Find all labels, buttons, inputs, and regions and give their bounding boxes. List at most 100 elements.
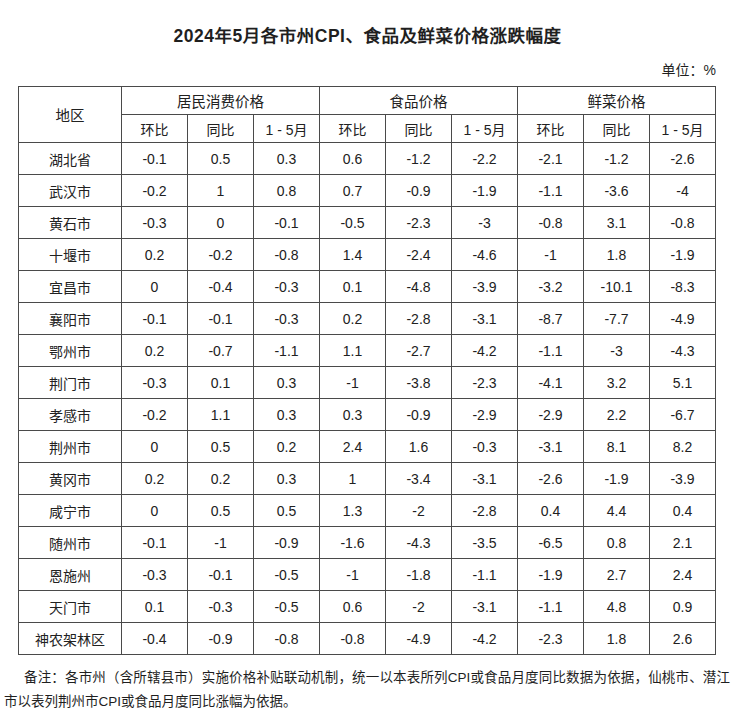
value-cell: -0.9 — [188, 623, 254, 655]
value-cell: 1.4 — [320, 239, 386, 271]
value-cell: 8.1 — [584, 431, 650, 463]
value-cell: -0.8 — [320, 623, 386, 655]
value-cell: 1.8 — [584, 623, 650, 655]
region-cell: 恩施州 — [19, 559, 122, 591]
value-cell: -3.8 — [386, 367, 452, 399]
region-cell: 随州市 — [19, 527, 122, 559]
value-cell: -0.8 — [254, 239, 320, 271]
value-cell: -0.5 — [254, 559, 320, 591]
region-cell: 天门市 — [19, 591, 122, 623]
value-cell: 0 — [122, 271, 188, 303]
value-cell: -4.2 — [452, 335, 518, 367]
value-cell: -1.6 — [320, 527, 386, 559]
value-cell: -1.2 — [584, 143, 650, 175]
value-cell: -3.6 — [584, 175, 650, 207]
region-cell: 咸宁市 — [19, 495, 122, 527]
value-cell: -0.8 — [650, 207, 716, 239]
value-cell: -0.4 — [188, 271, 254, 303]
value-cell: 2.4 — [320, 431, 386, 463]
value-cell: 1.1 — [320, 335, 386, 367]
value-cell: -1.1 — [452, 559, 518, 591]
value-cell: -0.3 — [254, 271, 320, 303]
group-header-cpi: 居民消费价格 — [122, 87, 320, 115]
value-cell: -0.7 — [188, 335, 254, 367]
value-cell: -2.1 — [518, 143, 584, 175]
subheader-food-2: 1 - 5月 — [452, 115, 518, 143]
value-cell: 1.1 — [188, 399, 254, 431]
value-cell: -4.9 — [650, 303, 716, 335]
value-cell: -4 — [650, 175, 716, 207]
value-cell: 3.2 — [584, 367, 650, 399]
value-cell: -8.3 — [650, 271, 716, 303]
value-cell: -1.1 — [518, 591, 584, 623]
value-cell: -0.3 — [188, 591, 254, 623]
value-cell: 0.6 — [320, 143, 386, 175]
value-cell: -4.8 — [386, 271, 452, 303]
value-cell: -0.3 — [452, 431, 518, 463]
value-cell: -4.6 — [452, 239, 518, 271]
page-title: 2024年5月各市州CPI、食品及鲜菜价格涨跌幅度 — [0, 24, 735, 48]
value-cell: -1 — [320, 367, 386, 399]
value-cell: 0.2 — [122, 239, 188, 271]
value-cell: -4.3 — [650, 335, 716, 367]
value-cell: -0.9 — [254, 527, 320, 559]
value-cell: 0.4 — [518, 495, 584, 527]
value-cell: 0.3 — [254, 463, 320, 495]
value-cell: -0.9 — [386, 399, 452, 431]
value-cell: -0.1 — [122, 143, 188, 175]
table-row: 荆门市-0.30.10.3-1-3.8-2.3-4.13.25.1 — [19, 367, 716, 399]
value-cell: 0.2 — [320, 303, 386, 335]
group-header-vegetable: 鲜菜价格 — [518, 87, 716, 115]
value-cell: 0.5 — [188, 143, 254, 175]
table-row: 荆州市00.50.22.41.6-0.3-3.18.18.2 — [19, 431, 716, 463]
table-body: 湖北省-0.10.50.30.6-1.2-2.2-2.1-1.2-2.6武汉市-… — [19, 143, 716, 655]
value-cell: 2.6 — [650, 623, 716, 655]
value-cell: -0.5 — [320, 207, 386, 239]
region-cell: 鄂州市 — [19, 335, 122, 367]
value-cell: 0.2 — [122, 335, 188, 367]
value-cell: -0.9 — [386, 175, 452, 207]
value-cell: -3.1 — [452, 303, 518, 335]
subheader-cpi-2: 1 - 5月 — [254, 115, 320, 143]
value-cell: 0.4 — [650, 495, 716, 527]
group-header-row: 地区 居民消费价格 食品价格 鲜菜价格 — [19, 87, 716, 115]
value-cell: -10.1 — [584, 271, 650, 303]
value-cell: -1.1 — [254, 335, 320, 367]
value-cell: -0.8 — [518, 207, 584, 239]
value-cell: -0.1 — [122, 527, 188, 559]
table-row: 神农架林区-0.4-0.9-0.8-0.8-4.9-4.2-2.31.82.6 — [19, 623, 716, 655]
value-cell: 5.1 — [650, 367, 716, 399]
value-cell: -3.5 — [452, 527, 518, 559]
subheader-food-1: 同比 — [386, 115, 452, 143]
value-cell: -4.2 — [452, 623, 518, 655]
value-cell: -2.6 — [650, 143, 716, 175]
value-cell: -2 — [386, 591, 452, 623]
value-cell: -0.4 — [122, 623, 188, 655]
value-cell: 0.8 — [584, 527, 650, 559]
value-cell: -0.2 — [188, 239, 254, 271]
value-cell: -4.3 — [386, 527, 452, 559]
value-cell: -0.1 — [188, 559, 254, 591]
region-cell: 神农架林区 — [19, 623, 122, 655]
value-cell: -4.9 — [386, 623, 452, 655]
value-cell: -3 — [452, 207, 518, 239]
value-cell: 0.3 — [254, 143, 320, 175]
value-cell: 4.4 — [584, 495, 650, 527]
value-cell: -0.2 — [122, 399, 188, 431]
table-row: 天门市0.1-0.3-0.50.6-2-3.1-1.14.80.9 — [19, 591, 716, 623]
value-cell: -0.8 — [254, 623, 320, 655]
table-row: 宜昌市0-0.4-0.30.1-4.8-3.9-3.2-10.1-8.3 — [19, 271, 716, 303]
subheader-food-0: 环比 — [320, 115, 386, 143]
value-cell: -6.7 — [650, 399, 716, 431]
cpi-table: 地区 居民消费价格 食品价格 鲜菜价格 环比同比1 - 5月环比同比1 - 5月… — [18, 86, 716, 655]
group-header-food: 食品价格 — [320, 87, 518, 115]
value-cell: -1.9 — [452, 175, 518, 207]
value-cell: -8.7 — [518, 303, 584, 335]
table-row: 咸宁市00.50.51.3-2-2.80.44.40.4 — [19, 495, 716, 527]
value-cell: -0.1 — [122, 303, 188, 335]
table-header: 地区 居民消费价格 食品价格 鲜菜价格 环比同比1 - 5月环比同比1 - 5月… — [19, 87, 716, 143]
value-cell: -1.8 — [386, 559, 452, 591]
value-cell: -7.7 — [584, 303, 650, 335]
value-cell: 0 — [188, 207, 254, 239]
value-cell: 0 — [122, 495, 188, 527]
